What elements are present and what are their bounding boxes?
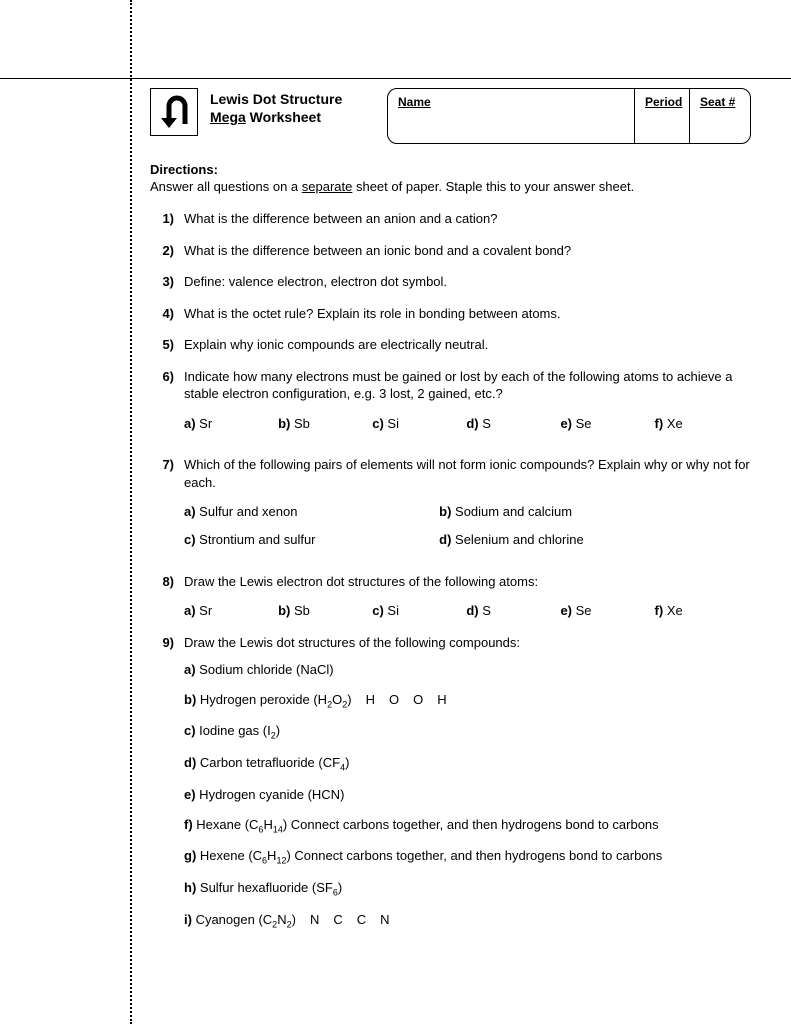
- q6-a: a) Sr: [184, 415, 278, 433]
- question-1: 1) What is the difference between an ani…: [150, 210, 751, 228]
- question-7: 7) Which of the following pairs of eleme…: [150, 456, 751, 558]
- title-line2: Mega Worksheet: [210, 108, 375, 126]
- content-area: Lewis Dot Structure Mega Worksheet Name …: [150, 88, 751, 956]
- period-field-label: Period: [635, 89, 690, 143]
- q6-f: f) Xe: [655, 415, 749, 433]
- directions-label: Directions:: [150, 162, 751, 177]
- question-list: 1) What is the difference between an ani…: [150, 210, 751, 942]
- question-8: 8) Draw the Lewis electron dot structure…: [150, 573, 751, 620]
- q8-f: f) Xe: [655, 602, 749, 620]
- directions-block: Directions: Answer all questions on a se…: [150, 162, 751, 194]
- q7-d: d) Selenium and chlorine: [439, 531, 694, 549]
- q9-e: e) Hydrogen cyanide (HCN): [184, 786, 751, 804]
- q6-options: a) Sr b) Sb c) Si d) S e) Se f) Xe: [184, 415, 751, 433]
- q9-a: a) Sodium chloride (NaCl): [184, 661, 751, 679]
- question-2: 2) What is the difference between an ion…: [150, 242, 751, 260]
- question-4: 4) What is the octet rule? Explain its r…: [150, 305, 751, 323]
- uturn-icon: [150, 88, 198, 136]
- q8-c: c) Si: [372, 602, 466, 620]
- q6-e: e) Se: [560, 415, 654, 433]
- margin-dotted-line: [130, 0, 132, 1024]
- header-rule: [0, 78, 791, 79]
- q7-b: b) Sodium and calcium: [439, 503, 694, 521]
- student-info-box: Name Period Seat #: [387, 88, 751, 144]
- q9-f: f) Hexane (C6H14) Connect carbons togeth…: [184, 816, 751, 836]
- q8-b: b) Sb: [278, 602, 372, 620]
- q7-a: a) Sulfur and xenon: [184, 503, 439, 521]
- question-9: 9) Draw the Lewis dot structures of the …: [150, 634, 751, 943]
- q8-d: d) S: [466, 602, 560, 620]
- question-5: 5) Explain why ionic compounds are elect…: [150, 336, 751, 354]
- q9-i: i) Cyanogen (C2N2)NCCN: [184, 911, 751, 931]
- q9-d: d) Carbon tetrafluoride (CF4): [184, 754, 751, 774]
- q8-a: a) Sr: [184, 602, 278, 620]
- header-row: Lewis Dot Structure Mega Worksheet Name …: [150, 88, 751, 144]
- q7-options: a) Sulfur and xenon b) Sodium and calciu…: [184, 503, 751, 548]
- q9-c: c) Iodine gas (I2): [184, 722, 751, 742]
- q7-c: c) Strontium and sulfur: [184, 531, 439, 549]
- q6-d: d) S: [466, 415, 560, 433]
- q8-e: e) Se: [560, 602, 654, 620]
- title-line1: Lewis Dot Structure: [210, 90, 375, 108]
- question-6: 6) Indicate how many electrons must be g…: [150, 368, 751, 433]
- worksheet-page: Lewis Dot Structure Mega Worksheet Name …: [0, 0, 791, 1024]
- q6-b: b) Sb: [278, 415, 372, 433]
- q9-g: g) Hexene (C6H12) Connect carbons togeth…: [184, 847, 751, 867]
- q8-options: a) Sr b) Sb c) Si d) S e) Se f) Xe: [184, 602, 751, 620]
- directions-text: Answer all questions on a separate sheet…: [150, 179, 751, 194]
- seat-field-label: Seat #: [690, 89, 750, 143]
- name-field-label: Name: [388, 89, 635, 143]
- q9-h: h) Sulfur hexafluoride (SF6): [184, 879, 751, 899]
- q9-options: a) Sodium chloride (NaCl) b) Hydrogen pe…: [184, 661, 751, 930]
- question-3: 3) Define: valence electron, electron do…: [150, 273, 751, 291]
- q6-c: c) Si: [372, 415, 466, 433]
- q9-b: b) Hydrogen peroxide (H2O2)HOOH: [184, 691, 751, 711]
- worksheet-title: Lewis Dot Structure Mega Worksheet: [210, 88, 375, 144]
